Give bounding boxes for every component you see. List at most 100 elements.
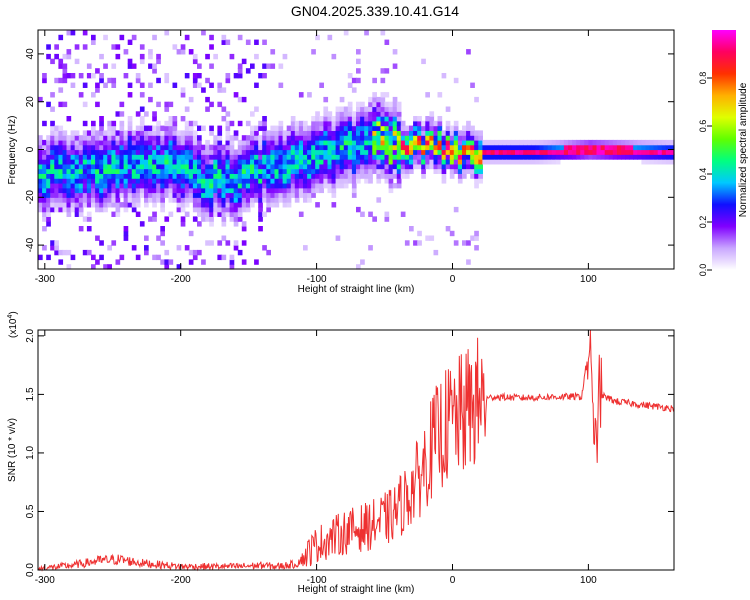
spectrogram-cell: [486, 144, 492, 151]
spectrogram-cell: [441, 144, 447, 151]
spectrogram-cell: [233, 92, 239, 98]
spectrogram-cell: [144, 149, 149, 155]
spectrogram-cell: [148, 159, 153, 165]
spectrogram-cell: [241, 221, 247, 227]
spectrogram-cell: [78, 149, 84, 155]
spectrogram-cell: [111, 144, 117, 151]
spectrogram-cell: [523, 144, 528, 151]
spectrogram-cell: [539, 149, 545, 155]
spectrogram-cell: [282, 197, 288, 203]
spectrogram-cell: [563, 144, 569, 151]
spectrogram-cell: [621, 154, 626, 160]
spectrogram-cell: [323, 96, 329, 103]
spectrogram-cell: [335, 111, 341, 117]
spectrogram-cell: [205, 211, 210, 217]
spectrogram-cell: [111, 63, 117, 69]
spectrogram-cell: [262, 139, 267, 146]
spectrogram-cell: [347, 82, 353, 88]
spectrogram-cell: [46, 192, 51, 198]
spectrogram-cell: [217, 206, 223, 213]
spectrogram-cell: [148, 63, 153, 69]
spectrogram-cell: [188, 144, 194, 151]
spectrogram-cell: [576, 144, 581, 151]
spectrogram-cell: [392, 149, 398, 155]
spectrogram-cell: [127, 39, 133, 45]
spectrogram-cell: [327, 130, 333, 136]
spectrogram-cell: [339, 130, 345, 136]
spectrogram-cell: [237, 68, 243, 74]
spectrogram-cell: [54, 183, 59, 189]
spectrogram-cell: [50, 58, 55, 65]
spectrogram-cell: [54, 206, 59, 213]
spectrogram-cell: [351, 187, 357, 194]
spectrogram-cell: [164, 216, 170, 222]
spectrogram-cell: [131, 178, 137, 184]
spectrogram-cell: [74, 144, 80, 151]
spectrogram-cell: [380, 120, 386, 127]
spectrogram-cell: [559, 144, 565, 151]
snr-series: [37, 329, 675, 572]
spectrogram-cell: [123, 130, 129, 136]
spectrogram-cell: [156, 144, 161, 151]
spectrogram-cell: [462, 144, 467, 151]
spectrogram-cell: [331, 159, 337, 165]
spectrogram-cell: [298, 178, 304, 184]
spectrogram-cell: [50, 206, 55, 213]
spectrogram-cell: [127, 183, 133, 189]
spectrogram-cell: [588, 154, 594, 160]
spectrogram-cell: [278, 187, 284, 194]
spectrogram-cell: [156, 101, 161, 108]
spectrogram-cell: [50, 135, 55, 141]
spectrogram-cell: [91, 264, 96, 270]
spectrogram-cell: [192, 77, 198, 84]
spectrogram-cell: [74, 168, 80, 174]
spectrogram-cell: [86, 154, 92, 160]
spectrogram-cell: [274, 149, 280, 155]
spectrogram-cell: [327, 187, 333, 194]
spectrogram-cell: [152, 130, 157, 136]
spectrogram-cell: [144, 130, 149, 136]
spectrogram-cell: [637, 149, 642, 155]
spectrogram-cell: [327, 149, 333, 155]
spectrogram-cell: [184, 168, 190, 174]
spectrogram-cell: [343, 111, 349, 117]
spectrogram-cell: [144, 192, 149, 198]
spectrogram-cell: [535, 154, 541, 160]
spectrogram-cell: [286, 197, 292, 203]
spectrogram-cell: [266, 178, 271, 184]
spectrogram-cell: [303, 149, 308, 155]
spectrogram-cell: [343, 135, 349, 141]
spectrogram-cell: [50, 245, 55, 251]
spectrogram-cell: [404, 240, 410, 246]
spectrogram-cell: [50, 144, 55, 151]
spectrogram-cell: [217, 135, 223, 141]
spectrogram-cell: [221, 183, 227, 189]
spectrogram-cell: [66, 149, 72, 155]
spectrogram-cell: [66, 197, 72, 203]
spectrogram-cell: [286, 163, 292, 170]
spectrogram-cell: [372, 168, 377, 174]
spectrogram-cell: [433, 154, 439, 160]
spectrogram-cell: [384, 154, 390, 160]
spectrogram-cell: [380, 77, 386, 84]
spectrogram-cell: [115, 183, 121, 189]
spectrogram-x-tick-label: 100: [580, 274, 597, 285]
spectrogram-cell: [392, 154, 398, 160]
spectrogram-cell: [46, 178, 51, 184]
spectrogram-cell: [282, 159, 288, 165]
spectrogram-cell: [486, 149, 492, 155]
spectrogram-cell: [413, 135, 418, 141]
spectrogram-cell: [241, 159, 247, 165]
spectrogram-cell: [429, 149, 435, 155]
spectrogram-cell: [164, 192, 170, 198]
spectrogram-cell: [229, 183, 235, 189]
spectrogram-cell: [409, 168, 414, 174]
spectrogram-cell: [192, 249, 198, 256]
spectrogram-cell: [95, 82, 100, 88]
spectrogram-cell: [376, 178, 382, 184]
spectrogram-cell: [580, 144, 585, 151]
spectrogram-cell: [70, 178, 76, 184]
spectrogram-cell: [376, 149, 382, 155]
spectrogram-cell: [372, 101, 377, 108]
spectrogram-cell: [445, 144, 451, 151]
